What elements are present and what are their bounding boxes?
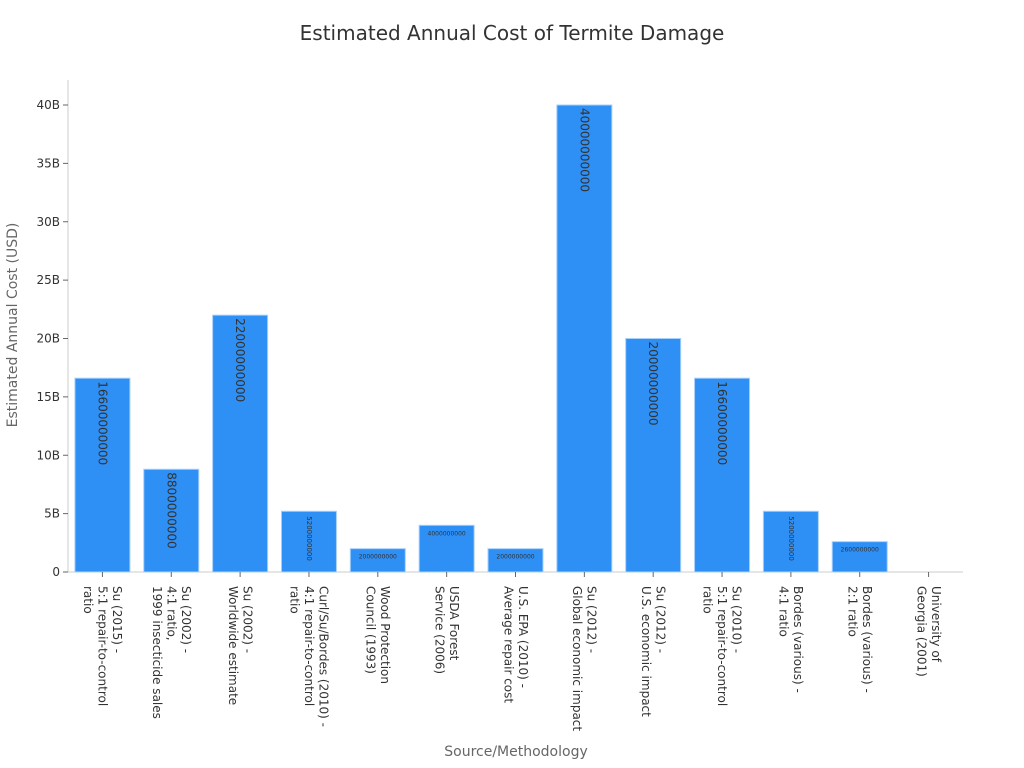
x-tick-label: Su (2015) - — [110, 586, 124, 653]
x-tick-label: 5:1 repair-to-control — [715, 586, 729, 706]
x-tick-label: Bordes (various) - — [791, 586, 805, 693]
bar-data-label: 2600000000 — [841, 547, 879, 554]
y-tick-label: 10B — [36, 448, 60, 462]
x-tick-label: ratio — [287, 586, 301, 614]
x-tick-label: U.S. economic impact — [639, 586, 653, 717]
x-tick-label: University of — [929, 586, 943, 663]
x-tick-label: Wood Protection — [378, 586, 392, 684]
y-tick-label: 30B — [36, 215, 60, 229]
y-axis-label: Estimated Annual Cost (USD) — [5, 223, 21, 428]
bar — [143, 468, 200, 573]
x-tick-label: Su (2002) - — [179, 586, 193, 653]
bar-data-label: 5200000000 — [787, 516, 795, 561]
x-tick-label: Su (2002) - — [240, 586, 254, 653]
bar — [418, 524, 475, 573]
bar-data-label: 2000000000 — [496, 554, 534, 561]
x-tick-label: Su (2012) - — [585, 586, 599, 653]
bar-data-label: 16600000000 — [95, 381, 109, 465]
x-tick-label: ratio — [701, 586, 715, 614]
y-tick-label: 5B — [44, 507, 60, 521]
x-tick-label: 2:1 ratio — [845, 586, 859, 637]
x-tick-label: Council (1993) — [364, 586, 378, 674]
bar — [762, 510, 819, 573]
bar-data-label: 40000000000 — [577, 108, 591, 192]
bar — [212, 314, 269, 573]
bar — [694, 377, 751, 573]
x-tick-label: Global economic impact — [570, 586, 584, 731]
y-tick-label: 15B — [36, 390, 60, 404]
x-tick-label: USDA Forest — [447, 586, 461, 661]
bar-data-label: 22000000000 — [233, 318, 247, 402]
x-tick-label: Su (2010) - — [730, 586, 744, 653]
x-tick-label: Worldwide estimate — [226, 586, 240, 705]
y-tick-label: 40B — [36, 98, 60, 112]
bar-data-label: 20000000000 — [646, 342, 660, 426]
x-tick-label: 4:1 ratio — [777, 586, 791, 637]
x-tick-label: Curl/Su/Bordes (2010) - — [316, 586, 330, 727]
x-tick-label: Average repair cost — [501, 586, 515, 703]
bar — [280, 510, 337, 573]
x-tick-label: 4:1 ratio, — [164, 586, 178, 641]
x-tick-label: Georgia (2001) — [914, 586, 928, 677]
bar — [625, 338, 682, 573]
x-tick-label: Service (2006) — [432, 586, 446, 674]
bar — [74, 377, 131, 573]
bar — [556, 104, 613, 573]
x-tick-label: 5:1 repair-to-control — [95, 586, 109, 706]
bar-data-label: 4000000000 — [428, 530, 466, 537]
chart-title: Estimated Annual Cost of Termite Damage — [300, 21, 725, 45]
x-tick-label: 1999 insecticide sales — [150, 586, 164, 719]
x-tick-label: ratio — [81, 586, 95, 614]
y-tick-label: 25B — [36, 273, 60, 287]
bar-data-label: 5200000000 — [305, 516, 313, 561]
bar-data-label: 16600000000 — [715, 381, 729, 465]
x-tick-label: U.S. EPA (2010) - — [516, 586, 530, 688]
x-tick-label: Su (2012) - — [653, 586, 667, 653]
bar-data-label: 2000000000 — [359, 554, 397, 561]
bar-data-label: 8800000000 — [164, 472, 178, 548]
x-axis-label: Source/Methodology — [444, 744, 588, 760]
x-tick-label: 4:1 repair-to-control — [302, 586, 316, 706]
y-tick-label: 20B — [36, 332, 60, 346]
y-tick-label: 35B — [36, 156, 60, 170]
x-tick-label: Bordes (various) - — [860, 586, 874, 693]
y-tick-label: 0 — [52, 565, 60, 579]
